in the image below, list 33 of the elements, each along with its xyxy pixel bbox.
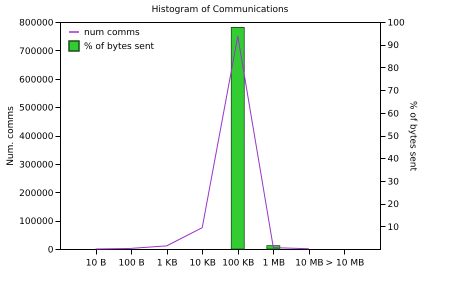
x-tick-label: > 10 MB bbox=[326, 258, 364, 268]
y2-tick-label: 30 bbox=[388, 177, 400, 188]
y2-tick-label: 60 bbox=[388, 109, 400, 120]
x-tick-label: 10 B bbox=[86, 258, 106, 268]
y-tick-label: 0 bbox=[48, 246, 54, 256]
chart-title: Histogram of Communications bbox=[152, 5, 289, 15]
line-series bbox=[95, 36, 310, 250]
y2-axis-title: % of bytes sent bbox=[408, 100, 418, 172]
y-tick-label: 700000 bbox=[19, 46, 54, 57]
y2-tick-label: 40 bbox=[388, 154, 400, 165]
y-tick-label: 300000 bbox=[19, 160, 54, 170]
y2-tick-label: 50 bbox=[388, 132, 400, 142]
legend-label: num comms bbox=[84, 28, 140, 38]
legend-label: % of bytes sent bbox=[84, 42, 155, 52]
x-tick-label: 1 MB bbox=[262, 258, 286, 268]
x-tick-label: 100 KB bbox=[222, 258, 254, 268]
y2-tick-label: 80 bbox=[388, 64, 400, 74]
y-tick-label: 500000 bbox=[19, 104, 54, 114]
y-tick-label: 600000 bbox=[19, 75, 54, 86]
y2-tick-label: 100 bbox=[388, 18, 405, 28]
y-axis-title: Num. comms bbox=[6, 106, 16, 166]
y-tick-label: 800000 bbox=[19, 18, 54, 28]
y-tick-label: 400000 bbox=[19, 132, 54, 142]
y2-tick-label: 70 bbox=[388, 86, 400, 97]
y2-tick-label: 90 bbox=[388, 41, 400, 52]
x-tick-label: 10 KB bbox=[190, 258, 216, 268]
y2-tick-label: 20 bbox=[388, 200, 400, 210]
y-tick-label: 200000 bbox=[19, 188, 54, 199]
x-tick-label: 1 KB bbox=[156, 258, 178, 268]
y-tick-label: 100000 bbox=[19, 217, 54, 228]
y2-tick-label: 10 bbox=[388, 222, 400, 233]
x-tick-label: 100 B bbox=[118, 258, 145, 268]
x-tick-label: 10 MB bbox=[295, 258, 324, 268]
